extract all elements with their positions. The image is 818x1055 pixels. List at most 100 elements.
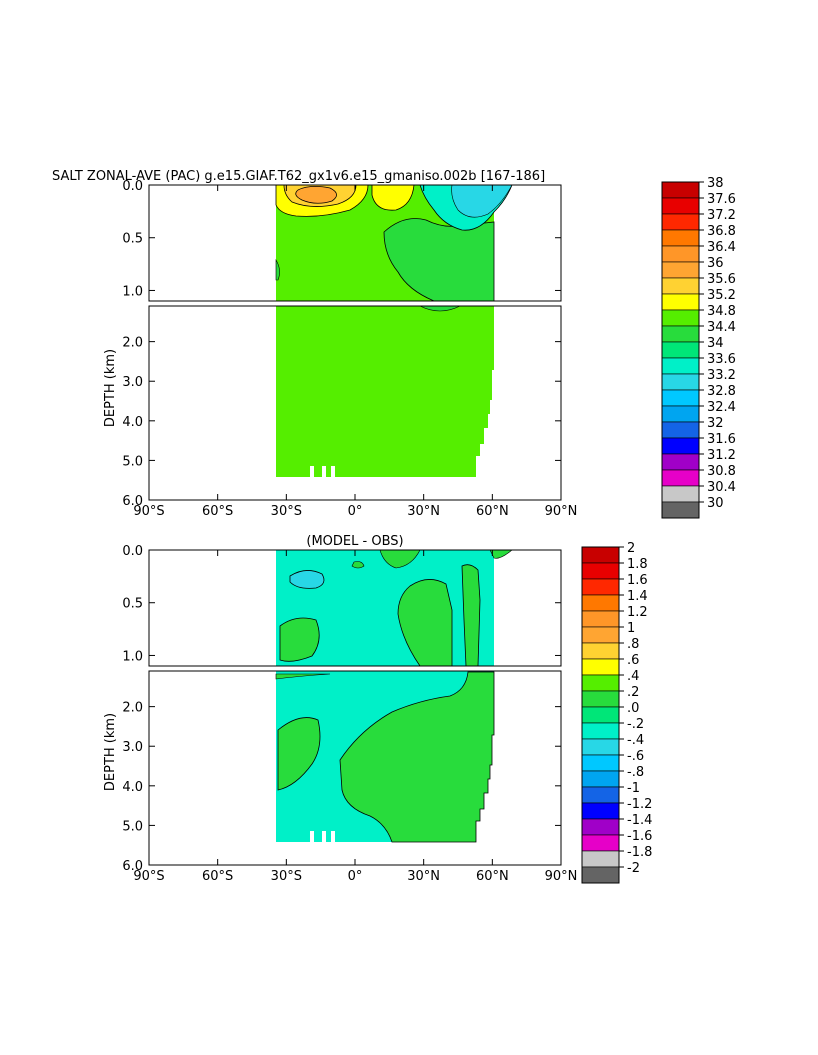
colorbar-label: 32.4	[707, 400, 736, 415]
colorbar-swatch	[581, 594, 620, 612]
colorbar-label: 32	[707, 416, 724, 431]
figure-title: SALT ZONAL-AVE (PAC) g.e15.GIAF.T62_gx1v…	[52, 169, 545, 184]
salt-upper-field	[275, 185, 513, 301]
salt-bottom-edge	[275, 258, 280, 281]
diff-pos-right	[397, 579, 453, 666]
colorbar-swatch	[661, 501, 700, 519]
colorbar-label: 37.6	[707, 192, 736, 207]
x-tick-label: 60°S	[202, 869, 233, 884]
colorbar-swatch	[581, 834, 620, 852]
colorbar-label: 38	[707, 176, 724, 191]
colorbar-label: 30.8	[707, 464, 736, 479]
colorbar-swatch	[581, 818, 620, 836]
y-tick-label-lower: 2.0	[122, 701, 143, 716]
colorbar-label: 2	[627, 541, 635, 556]
x-tick-label: 90°S	[133, 869, 164, 884]
colorbar-swatch	[581, 690, 620, 708]
colorbar-label: 34.8	[707, 304, 736, 319]
colorbar-label: 34.4	[707, 320, 736, 335]
colorbar-label: 31.2	[707, 448, 736, 463]
colorbar-swatch	[581, 562, 620, 580]
salt-yellow-region-2	[371, 185, 415, 211]
x-tick-label: 60°N	[476, 869, 509, 884]
y-tick-label-lower: 4.0	[122, 415, 143, 430]
colorbar-swatch	[661, 277, 700, 295]
colorbar-label: -1	[627, 781, 640, 796]
colorbar-label: -1.4	[627, 813, 652, 828]
x-tick-label: 60°S	[202, 504, 233, 519]
salt-axes: 90°S 60°S 30°S 0° 30°N 60°N 90°N 0.0 0.5 1.0 2.0 3.…	[122, 179, 577, 519]
colorbar-frame	[661, 181, 700, 519]
diff-pos-surface	[351, 561, 365, 569]
colorbar-swatch	[661, 245, 700, 263]
y-tick-label-lower: 2.0	[122, 336, 143, 351]
colorbar-label: 1.6	[627, 573, 648, 588]
colorbar-label: -.2	[627, 717, 644, 732]
colorbar-swatch	[581, 754, 620, 772]
colorbar-swatch	[581, 850, 620, 868]
diff-upper-field	[276, 550, 513, 666]
colorbar-swatch	[581, 738, 620, 756]
colorbar-label: 35.2	[707, 288, 736, 303]
salt-fresh-ne-core	[451, 185, 513, 218]
colorbar-swatch	[661, 181, 700, 199]
x-tick-label: 0°	[348, 504, 363, 519]
diff-pos-ne	[461, 564, 481, 666]
colorbar-swatch	[581, 658, 620, 676]
y-tick-label-upper: 1.0	[122, 649, 143, 664]
colorbar-label: 1	[627, 621, 635, 636]
colorbar-label: 31.6	[707, 432, 736, 447]
colorbar-swatch	[661, 261, 700, 279]
colorbar-swatch	[581, 674, 620, 692]
y-tick-label-lower: 6.0	[122, 859, 143, 874]
y-tick-label-upper: 0.5	[122, 597, 143, 612]
x-tick-label: 30°N	[407, 869, 440, 884]
colorbar-label: .0	[627, 701, 639, 716]
colorbar-swatch	[581, 802, 620, 820]
colorbar-swatch	[661, 421, 700, 439]
y-tick-label-lower: 6.0	[122, 494, 143, 509]
colorbar-label: -1.8	[627, 845, 652, 860]
colorbar-swatch	[661, 389, 700, 407]
diff-pos-sw	[279, 617, 320, 662]
colorbar-label: .2	[627, 685, 639, 700]
diff-deep-pos-east	[339, 671, 495, 843]
colorbar-label: 37.2	[707, 208, 736, 223]
y-tick-label-lower: 5.0	[122, 454, 143, 469]
colorbar-swatch	[581, 722, 620, 740]
colorbar-label: 30.4	[707, 480, 736, 495]
y-tick-label-upper: 1.0	[122, 284, 143, 299]
salt-colorbar: 3837.637.236.836.43635.635.234.834.43433…	[661, 176, 736, 519]
colorbar-label: -.4	[627, 733, 644, 748]
colorbar-swatch	[661, 437, 700, 455]
diff-colorbar: 21.81.61.41.21.8.6.4.2.0-.2-.4-.6-.8-1-1…	[581, 541, 652, 884]
x-tick-label: 30°S	[271, 869, 302, 884]
colorbar-label: 1.8	[627, 557, 648, 572]
salt-low-region	[383, 218, 495, 301]
panel-diff: 90°S 60°S 30°S 0° 30°N 60°N 90°N0.00.51.02.03.…	[103, 541, 652, 884]
colorbar-label: -.8	[627, 765, 644, 780]
x-tick-label: 30°N	[407, 504, 440, 519]
colorbar-swatch	[581, 770, 620, 788]
colorbar-label: 33.2	[707, 368, 736, 383]
x-tick-label: 90°N	[545, 869, 578, 884]
diff-deep-pos-west	[277, 717, 321, 791]
colorbar-swatch	[581, 642, 620, 660]
salt-lower-field	[276, 306, 494, 477]
colorbar-label: 36	[707, 256, 724, 271]
colorbar-swatch	[581, 786, 620, 804]
colorbar-swatch	[581, 610, 620, 628]
colorbar-label: 30	[707, 496, 724, 511]
colorbar-swatch	[661, 309, 700, 327]
colorbar-label: 36.4	[707, 240, 736, 255]
colorbar-frame	[581, 546, 620, 884]
diff-axes: 90°S 60°S 30°S 0° 30°N 60°N 90°N 0.0 0.5 1.0 2.0 3.…	[122, 544, 577, 884]
colorbar-label: -2	[627, 861, 640, 876]
diff-lower-field	[275, 671, 495, 843]
colorbar-label: 32.8	[707, 384, 736, 399]
salt-ylabel: DEPTH (km)	[103, 349, 118, 427]
salt-deep-thin-contour	[419, 306, 461, 312]
colorbar-label: 36.8	[707, 224, 736, 239]
colorbar-swatch	[661, 197, 700, 215]
colorbar-swatch	[661, 373, 700, 391]
